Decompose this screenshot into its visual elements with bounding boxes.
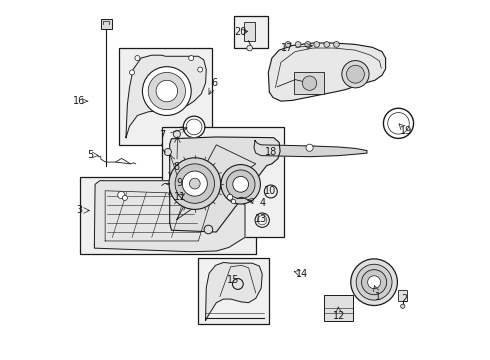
Polygon shape xyxy=(126,55,206,138)
Circle shape xyxy=(182,171,207,196)
Text: 6: 6 xyxy=(212,78,218,88)
Text: 4: 4 xyxy=(259,198,265,208)
Text: 3: 3 xyxy=(76,206,82,216)
Bar xyxy=(162,127,284,237)
Bar xyxy=(119,48,212,145)
Circle shape xyxy=(169,158,220,210)
Text: 12: 12 xyxy=(333,311,345,321)
Text: 5: 5 xyxy=(87,150,93,160)
Bar xyxy=(245,22,255,41)
Circle shape xyxy=(226,170,255,199)
Circle shape xyxy=(356,264,392,300)
Polygon shape xyxy=(205,262,262,320)
Text: 18: 18 xyxy=(265,147,277,157)
Circle shape xyxy=(189,55,194,60)
Bar xyxy=(294,72,324,94)
Circle shape xyxy=(346,65,365,83)
Circle shape xyxy=(118,192,125,199)
Circle shape xyxy=(362,270,387,295)
Text: 8: 8 xyxy=(174,162,180,172)
Circle shape xyxy=(173,131,180,138)
Circle shape xyxy=(129,70,135,75)
Circle shape xyxy=(221,165,260,204)
Bar xyxy=(101,19,112,30)
Circle shape xyxy=(295,41,301,47)
Text: 7: 7 xyxy=(159,130,166,140)
Circle shape xyxy=(285,41,291,47)
Circle shape xyxy=(351,259,397,306)
Circle shape xyxy=(175,164,215,203)
Text: 20: 20 xyxy=(235,27,247,37)
Text: 11: 11 xyxy=(173,192,186,202)
Text: 14: 14 xyxy=(296,269,309,279)
Circle shape xyxy=(183,116,205,138)
Circle shape xyxy=(143,67,191,116)
Polygon shape xyxy=(170,137,280,232)
Text: 1: 1 xyxy=(375,292,381,302)
Circle shape xyxy=(306,144,313,151)
Polygon shape xyxy=(254,140,367,157)
Text: 10: 10 xyxy=(264,186,276,197)
Bar xyxy=(234,16,269,48)
Circle shape xyxy=(156,80,177,102)
Circle shape xyxy=(334,41,339,47)
Circle shape xyxy=(164,148,171,156)
Circle shape xyxy=(302,76,317,90)
Circle shape xyxy=(247,45,252,51)
Circle shape xyxy=(122,195,127,201)
Circle shape xyxy=(204,225,213,234)
Circle shape xyxy=(368,276,381,289)
Circle shape xyxy=(227,194,233,200)
Circle shape xyxy=(135,55,140,60)
Polygon shape xyxy=(95,181,245,252)
Text: 2: 2 xyxy=(401,294,408,304)
Bar xyxy=(80,177,256,253)
Text: 17: 17 xyxy=(281,43,294,53)
Text: 13: 13 xyxy=(255,215,267,224)
Bar xyxy=(398,291,407,301)
Circle shape xyxy=(231,199,236,204)
Circle shape xyxy=(197,67,203,72)
Text: 19: 19 xyxy=(399,126,412,135)
Circle shape xyxy=(324,41,330,47)
Bar xyxy=(197,258,270,324)
Text: 16: 16 xyxy=(73,96,85,106)
Text: 15: 15 xyxy=(227,275,240,285)
Bar xyxy=(324,296,353,320)
Circle shape xyxy=(148,72,186,110)
Circle shape xyxy=(401,304,405,309)
Polygon shape xyxy=(269,43,386,101)
Circle shape xyxy=(190,178,200,189)
Circle shape xyxy=(233,176,248,192)
Circle shape xyxy=(314,41,319,47)
Circle shape xyxy=(305,41,311,47)
Circle shape xyxy=(342,60,369,88)
Text: 9: 9 xyxy=(177,178,183,188)
